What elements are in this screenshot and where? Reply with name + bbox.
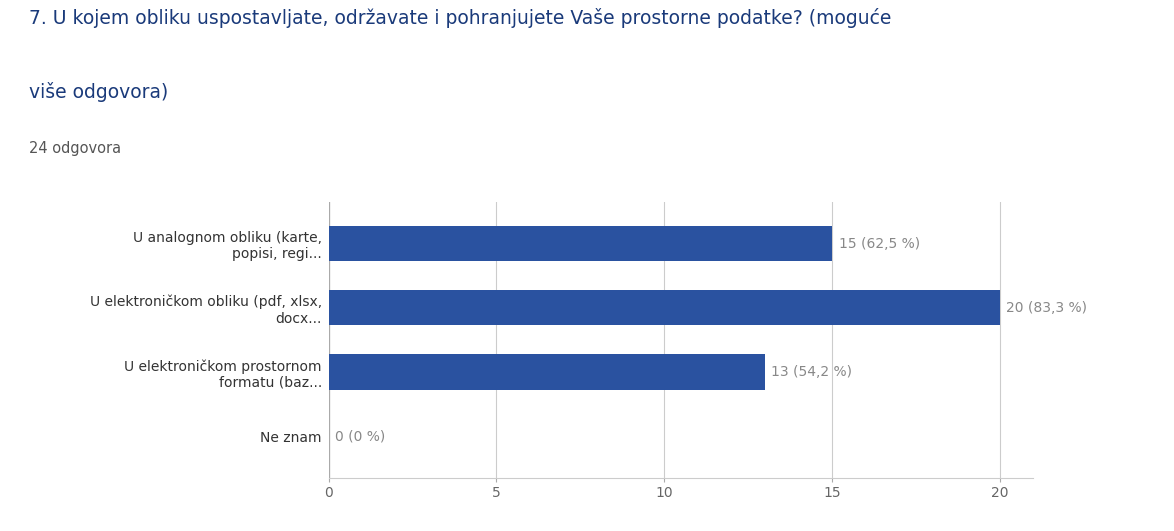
Text: 20 (83,3 %): 20 (83,3 %) (1006, 301, 1087, 315)
Bar (329, 226, 832, 261)
Bar (329, 290, 999, 326)
Bar (329, 354, 764, 390)
Text: 7. U kojem obliku uspostavljate, održavate i pohranjujete Vaše prostorne podatke: 7. U kojem obliku uspostavljate, održava… (29, 8, 892, 28)
Text: 15 (62,5 %): 15 (62,5 %) (838, 236, 919, 251)
Text: 13 (54,2 %): 13 (54,2 %) (771, 365, 852, 379)
Text: 0 (0 %): 0 (0 %) (336, 429, 386, 443)
Text: 24 odgovora: 24 odgovora (29, 141, 121, 156)
Text: više odgovora): više odgovora) (29, 82, 169, 102)
